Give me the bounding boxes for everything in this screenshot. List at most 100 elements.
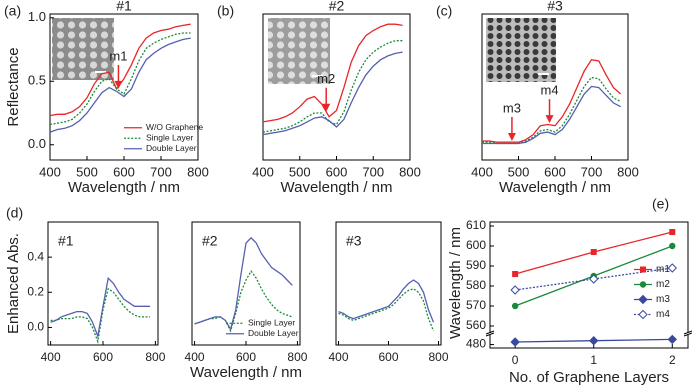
axis-break-mark xyxy=(683,332,692,337)
x-tick-label: 800 xyxy=(287,350,307,364)
y-axis-label: Reflectance xyxy=(5,47,22,126)
chart-title: #3 xyxy=(547,0,563,14)
x-tick-label: 800 xyxy=(399,164,421,179)
marker xyxy=(510,285,520,295)
marker xyxy=(639,281,647,288)
legend-label: Single Layer xyxy=(146,133,193,143)
y-tick-label: 0.0 xyxy=(27,320,44,334)
chart-title: #3 xyxy=(346,233,362,249)
legend-label: Double Layer xyxy=(146,143,197,153)
x-tick-label: 600 xyxy=(93,350,113,364)
x-tick-label: 700 xyxy=(150,164,172,179)
x-tick-label: 800 xyxy=(145,350,165,364)
chart-title: #2 xyxy=(329,0,345,14)
chart-title: #1 xyxy=(116,0,132,14)
x-tick-label: 500 xyxy=(508,164,530,179)
legend-label: m1 xyxy=(656,264,670,275)
marker xyxy=(669,229,676,235)
x-tick-label: 400 xyxy=(185,350,205,364)
x-tick-label: 700 xyxy=(362,164,384,179)
x-tick-label: 600 xyxy=(326,164,348,179)
legend-label: W/O Graphene xyxy=(146,122,203,132)
series-line xyxy=(194,236,293,331)
x-axis-label: Wavelength / nm xyxy=(499,179,611,196)
series-line xyxy=(482,85,622,145)
y-tick-label: 0.4 xyxy=(27,249,44,263)
marker xyxy=(640,266,646,273)
annotation-arrowhead xyxy=(545,115,554,124)
legend-label: Single Layer xyxy=(248,318,295,328)
x-axis-label: Wavelength / nm xyxy=(68,179,180,196)
panel-label: (a) xyxy=(4,3,21,19)
axis-break-mark xyxy=(485,332,495,337)
plot-frame xyxy=(489,221,689,349)
x-tick-label: 800 xyxy=(428,350,448,364)
x-tick-label: 1 xyxy=(590,353,597,367)
annotation-label: m3 xyxy=(503,100,521,115)
y-axis-label: Enhanced Abs. xyxy=(5,233,22,334)
marker xyxy=(667,334,677,345)
x-tick-label: 600 xyxy=(544,164,566,179)
series-line xyxy=(194,270,293,333)
panel-label: (b) xyxy=(217,3,234,19)
marker xyxy=(638,309,648,320)
inset-sem-2 xyxy=(268,18,330,84)
x-axis-label: Wavelength / nm xyxy=(190,364,302,381)
x-tick-label: 600 xyxy=(378,350,398,364)
legend-label: m3 xyxy=(656,294,670,305)
marker xyxy=(589,336,599,346)
marker xyxy=(590,249,597,255)
y-tick-label: 0.2 xyxy=(27,284,44,298)
annotation-label: m1 xyxy=(109,48,127,63)
y-tick-label: 0.0 xyxy=(28,136,46,151)
marker xyxy=(589,274,599,284)
y-tick-label: 1.0 xyxy=(28,9,46,24)
series-line xyxy=(262,23,403,123)
marker xyxy=(511,302,519,310)
x-axis-label: No. of Graphene Layers xyxy=(509,369,669,386)
inset-sem-1 xyxy=(52,18,114,80)
y-tick-label: 590 xyxy=(466,258,486,272)
annotation-label: m2 xyxy=(317,71,335,86)
annotation-arrowhead xyxy=(114,80,123,89)
y-tick-label: 580 xyxy=(466,278,486,292)
chart-title: #2 xyxy=(202,233,218,249)
x-tick-label: 600 xyxy=(236,350,256,364)
x-tick-label: 700 xyxy=(581,164,603,179)
annotation-label: m4 xyxy=(540,83,558,98)
axis-break-mark xyxy=(485,330,495,335)
legend-label: Double Layer xyxy=(248,328,299,338)
y-axis-label: Wavelength / nm xyxy=(447,227,464,339)
marker xyxy=(510,337,520,347)
panel-label: (d) xyxy=(6,205,23,221)
x-axis-label: Wavelength / nm xyxy=(281,179,393,196)
series-line xyxy=(262,51,403,136)
x-tick-label: 400 xyxy=(471,164,493,179)
series-line xyxy=(338,279,435,323)
x-tick-label: 800 xyxy=(187,164,209,179)
x-tick-label: 0 xyxy=(512,353,519,367)
marker xyxy=(669,242,676,250)
marker xyxy=(638,294,648,305)
annotation-arrowhead xyxy=(507,132,516,141)
x-tick-label: 600 xyxy=(113,164,135,179)
series-line xyxy=(50,276,151,339)
x-tick-label: 500 xyxy=(289,164,311,179)
series-line xyxy=(49,37,191,133)
y-tick-label: 0.5 xyxy=(28,73,46,88)
inset-sem-3 xyxy=(486,18,556,82)
y-tick-label: 560 xyxy=(466,318,486,332)
chart-title: #1 xyxy=(58,233,74,249)
x-tick-label: 2 xyxy=(669,353,676,367)
panel-label: (c) xyxy=(436,3,452,19)
marker xyxy=(512,271,519,277)
legend-label: m4 xyxy=(656,309,670,320)
x-tick-label: 400 xyxy=(39,164,61,179)
x-tick-label: 400 xyxy=(328,350,348,364)
legend-label: m2 xyxy=(656,279,670,290)
marker xyxy=(667,263,677,273)
y-tick-label: 610 xyxy=(466,218,486,232)
series-line xyxy=(338,288,435,332)
series-line xyxy=(482,58,622,143)
